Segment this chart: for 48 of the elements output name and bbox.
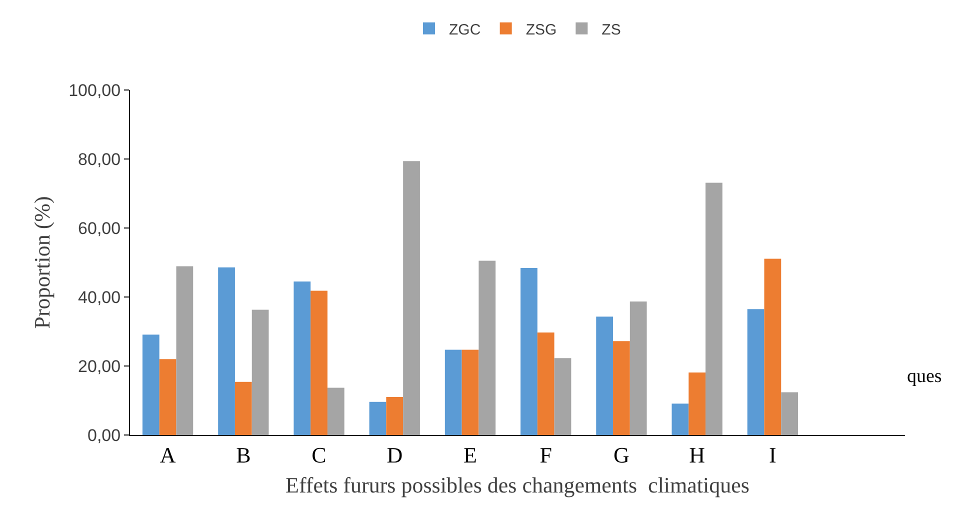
bar	[596, 316, 614, 435]
text: ques	[907, 366, 942, 387]
bar	[218, 267, 235, 435]
bar	[310, 290, 328, 435]
x-tick-label: F	[540, 442, 552, 468]
bar	[462, 350, 479, 435]
legend-label: ZGC	[449, 21, 481, 38]
bar	[672, 404, 689, 435]
x-tick-label: H	[689, 442, 706, 468]
bar	[706, 182, 722, 435]
bar	[688, 372, 706, 435]
x-tick-label: B	[236, 442, 251, 468]
bar	[159, 359, 176, 435]
bar	[294, 281, 311, 435]
y-axis-title: Proportion (%)	[29, 196, 54, 329]
y-tick-label: 20,00	[78, 356, 121, 376]
bar	[781, 392, 798, 435]
bar	[537, 332, 554, 435]
bar	[554, 358, 572, 435]
legend-label: ZS	[602, 21, 621, 38]
bar	[478, 260, 496, 435]
x-tick-label: E	[464, 442, 477, 468]
bar	[327, 388, 344, 435]
x-tick-label: I	[769, 442, 776, 468]
x-tick-label: G	[614, 442, 630, 468]
bar	[444, 350, 462, 435]
y-tick-label: 100,00	[68, 80, 121, 100]
bar	[142, 334, 160, 435]
y-tick-label: 60,00	[78, 218, 121, 238]
bar	[234, 382, 252, 435]
x-axis-title: Effets fururs possibles des changements climatiques	[286, 472, 750, 498]
bar	[630, 301, 647, 435]
bar	[176, 266, 194, 435]
bar	[386, 397, 404, 435]
legend-label: ZSG	[526, 21, 557, 38]
x-tick-label: D	[386, 442, 403, 468]
y-tick-label: 80,00	[78, 150, 121, 169]
bar	[252, 310, 269, 435]
bar	[613, 341, 630, 435]
bar	[520, 268, 538, 435]
x-tick-label: A	[160, 442, 176, 468]
bar	[369, 402, 386, 435]
x-tick-label: C	[312, 442, 326, 468]
bar	[764, 258, 782, 435]
bar	[747, 309, 764, 435]
bar	[403, 161, 420, 435]
y-tick-label: 40,00	[78, 288, 121, 307]
y-tick-label: 0,00	[88, 426, 121, 445]
